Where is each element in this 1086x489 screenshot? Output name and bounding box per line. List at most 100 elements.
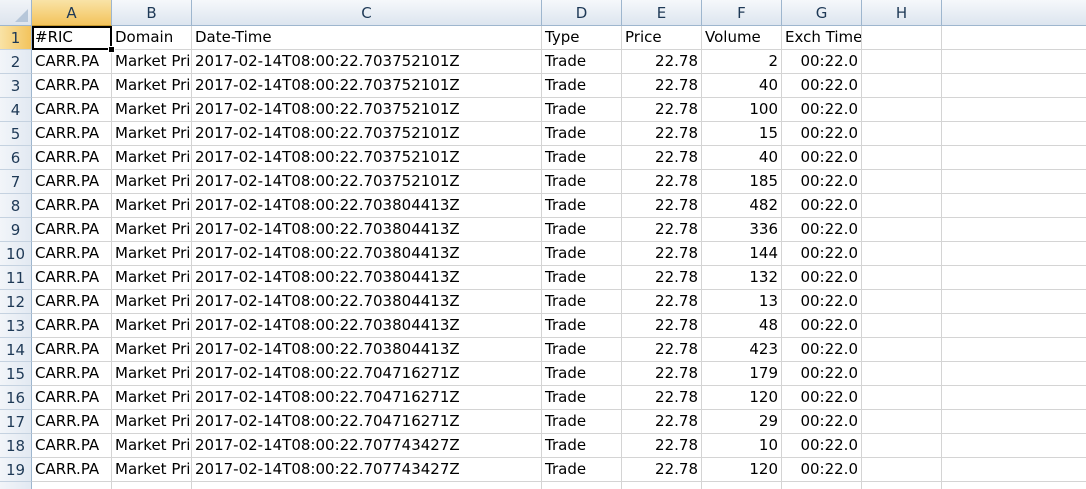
data-cell[interactable]: 423 [702,338,782,362]
data-cell[interactable]: CARR.PA [32,266,112,290]
data-cell[interactable]: 48 [702,314,782,338]
data-cell[interactable]: Trade [542,362,622,386]
row-header[interactable]: 6 [0,146,32,170]
data-cell[interactable]: Trade [542,290,622,314]
data-cell[interactable]: 22.78 [622,290,702,314]
data-cell[interactable]: 22.78 [622,122,702,146]
data-cell[interactable]: 10 [702,434,782,458]
empty-cell[interactable] [862,458,942,482]
row-header[interactable]: 8 [0,194,32,218]
data-cell[interactable]: Trade [542,386,622,410]
empty-cell[interactable] [862,266,942,290]
data-cell[interactable]: 00:22.0 [782,314,862,338]
data-cell[interactable]: Trade [542,410,622,434]
data-cell[interactable]: 2017-02-14T08:00:22.703804413Z [192,290,542,314]
empty-cell[interactable] [862,482,942,489]
data-cell[interactable]: Market Pri [112,74,192,98]
column-header-h[interactable]: H [862,0,942,26]
row-header[interactable]: 15 [0,362,32,386]
data-cell[interactable]: CARR.PA [32,410,112,434]
data-cell[interactable]: CARR.PA [32,386,112,410]
column-header-b[interactable]: B [112,0,192,26]
data-cell[interactable]: Market Pri [112,338,192,362]
empty-cell[interactable] [942,242,1086,266]
data-cell[interactable]: Market Pri [112,266,192,290]
data-cell[interactable]: CARR.PA [32,458,112,482]
empty-cell[interactable] [862,242,942,266]
data-cell[interactable]: CARR.PA [32,74,112,98]
column-header-c[interactable]: C [192,0,542,26]
data-cell[interactable]: CARR.PA [32,98,112,122]
data-cell[interactable]: Market Pri [112,242,192,266]
data-cell[interactable]: 00:22.0 [782,194,862,218]
data-cell[interactable]: CARR.PA [32,434,112,458]
data-cell[interactable]: 22.78 [622,362,702,386]
data-cell[interactable]: Trade [542,218,622,242]
column-title-cell[interactable]: Volume [702,26,782,50]
data-cell[interactable]: 00:22.0 [782,218,862,242]
row-header[interactable]: 19 [0,458,32,482]
data-cell[interactable]: 2 [702,50,782,74]
data-cell[interactable]: 22.78 [622,458,702,482]
row-header[interactable]: 13 [0,314,32,338]
row-header[interactable]: 14 [0,338,32,362]
row-header[interactable]: 2 [0,50,32,74]
empty-cell[interactable] [862,290,942,314]
data-cell[interactable]: Trade [542,266,622,290]
data-cell[interactable]: 185 [702,170,782,194]
data-cell[interactable]: Trade [542,314,622,338]
data-cell[interactable]: 2017-02-14T08:00:22.704716271Z [192,386,542,410]
empty-cell[interactable] [112,482,192,489]
data-cell[interactable]: 00:22.0 [782,122,862,146]
row-header[interactable]: 11 [0,266,32,290]
data-cell[interactable]: 00:22.0 [782,170,862,194]
data-cell[interactable]: 22.78 [622,410,702,434]
data-cell[interactable]: 15 [702,122,782,146]
data-cell[interactable]: 2017-02-14T08:00:22.703804413Z [192,218,542,242]
data-cell[interactable]: 29 [702,410,782,434]
empty-cell[interactable] [192,482,542,489]
data-cell[interactable]: 00:22.0 [782,458,862,482]
data-cell[interactable]: 2017-02-14T08:00:22.703752101Z [192,74,542,98]
data-cell[interactable]: 120 [702,386,782,410]
data-cell[interactable]: Trade [542,170,622,194]
empty-cell[interactable] [942,194,1086,218]
data-cell[interactable]: CARR.PA [32,194,112,218]
data-cell[interactable]: 2017-02-14T08:00:22.703804413Z [192,338,542,362]
data-cell[interactable]: 179 [702,362,782,386]
data-cell[interactable]: 22.78 [622,434,702,458]
empty-cell[interactable] [942,266,1086,290]
row-header[interactable]: 7 [0,170,32,194]
empty-cell[interactable] [942,338,1086,362]
data-cell[interactable]: Market Pri [112,122,192,146]
data-cell[interactable]: Market Pri [112,434,192,458]
empty-cell[interactable] [862,338,942,362]
data-cell[interactable]: 2017-02-14T08:00:22.703752101Z [192,122,542,146]
data-cell[interactable]: Trade [542,434,622,458]
empty-cell[interactable] [32,482,112,489]
data-cell[interactable]: 2017-02-14T08:00:22.703804413Z [192,194,542,218]
data-cell[interactable]: 22.78 [622,266,702,290]
column-title-cell[interactable]: Price [622,26,702,50]
fill-handle[interactable] [108,46,115,53]
data-cell[interactable]: Market Pri [112,386,192,410]
data-cell[interactable]: Trade [542,194,622,218]
empty-cell[interactable] [862,146,942,170]
data-cell[interactable]: 22.78 [622,242,702,266]
empty-cell[interactable] [862,314,942,338]
data-cell[interactable]: 2017-02-14T08:00:22.704716271Z [192,362,542,386]
data-cell[interactable]: Trade [542,146,622,170]
column-title-cell[interactable]: #RIC [32,26,112,50]
empty-cell[interactable] [862,434,942,458]
data-cell[interactable]: Market Pri [112,194,192,218]
data-cell[interactable]: 22.78 [622,218,702,242]
empty-cell[interactable] [862,98,942,122]
column-title-cell[interactable]: Exch Time [782,26,862,50]
empty-cell[interactable] [702,482,782,489]
empty-cell[interactable] [942,290,1086,314]
data-cell[interactable]: 22.78 [622,338,702,362]
data-cell[interactable]: CARR.PA [32,146,112,170]
row-header[interactable]: 4 [0,98,32,122]
column-title-cell[interactable]: Type [542,26,622,50]
